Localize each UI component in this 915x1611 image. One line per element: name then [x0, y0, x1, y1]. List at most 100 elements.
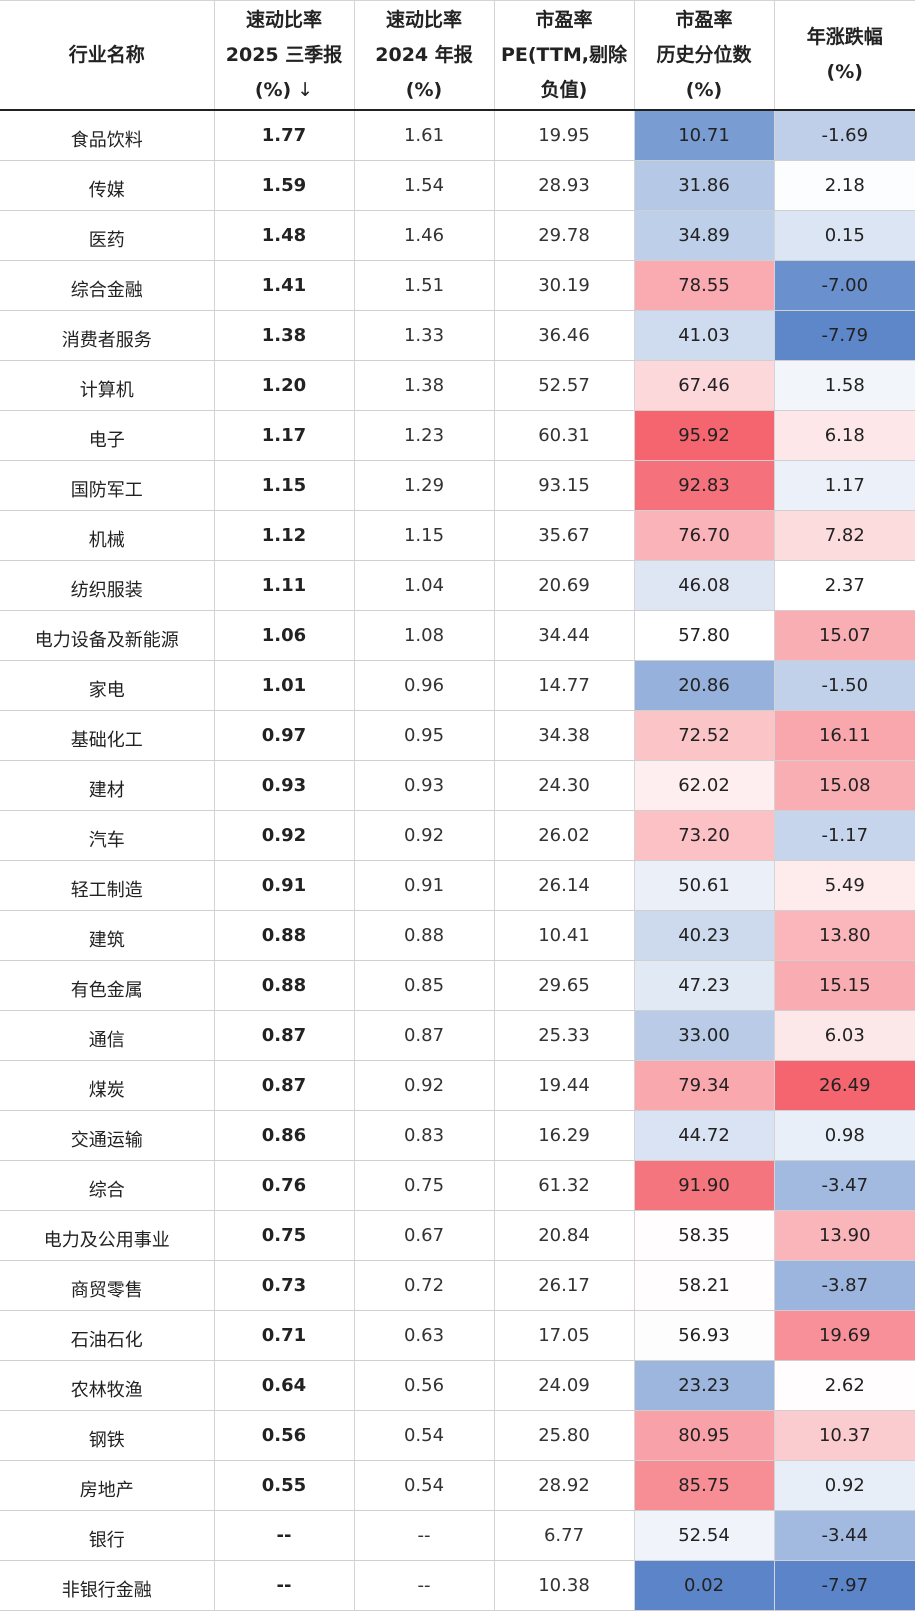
cell-quick-ratio-2024: 0.72	[354, 1260, 495, 1311]
header-quick-ratio-2025q3[interactable]: 速动比率 2025 三季报 (%) ↓	[214, 0, 355, 111]
cell-annual-change: 10.37	[774, 1410, 915, 1461]
cell-industry-name: 食品饮料	[0, 110, 215, 161]
cell-pe-ttm: 14.77	[494, 660, 635, 711]
cell-quick-ratio-2025q3: 1.20	[214, 360, 355, 411]
cell-pe-ttm: 20.84	[494, 1210, 635, 1261]
cell-quick-ratio-2025q3: 1.11	[214, 560, 355, 611]
cell-pe-percentile: 62.02	[634, 760, 775, 811]
cell-pe-ttm: 60.31	[494, 410, 635, 461]
cell-annual-change: -1.69	[774, 110, 915, 161]
cell-pe-percentile: 31.86	[634, 160, 775, 211]
cell-annual-change: 2.62	[774, 1360, 915, 1411]
cell-pe-ttm: 10.41	[494, 910, 635, 961]
cell-quick-ratio-2025q3: 0.88	[214, 960, 355, 1011]
table-row: 电力设备及新能源 1.06 1.08 34.44 57.80 15.07	[0, 610, 915, 661]
cell-pe-ttm: 19.95	[494, 110, 635, 161]
cell-pe-percentile: 67.46	[634, 360, 775, 411]
cell-pe-ttm: 29.78	[494, 210, 635, 261]
cell-quick-ratio-2024: --	[354, 1510, 495, 1561]
cell-quick-ratio-2024: 1.46	[354, 210, 495, 261]
cell-quick-ratio-2025q3: 1.59	[214, 160, 355, 211]
cell-quick-ratio-2025q3: 0.87	[214, 1010, 355, 1061]
cell-industry-name: 传媒	[0, 160, 215, 211]
cell-quick-ratio-2024: 0.96	[354, 660, 495, 711]
cell-industry-name: 纺织服装	[0, 560, 215, 611]
cell-annual-change: 19.69	[774, 1310, 915, 1361]
cell-quick-ratio-2025q3: 0.71	[214, 1310, 355, 1361]
cell-annual-change: 13.90	[774, 1210, 915, 1261]
table-row: 商贸零售 0.73 0.72 26.17 58.21 -3.87	[0, 1260, 915, 1311]
cell-pe-ttm: 26.17	[494, 1260, 635, 1311]
cell-pe-percentile: 33.00	[634, 1010, 775, 1061]
cell-quick-ratio-2024: 1.33	[354, 310, 495, 361]
table-row: 综合 0.76 0.75 61.32 91.90 -3.47	[0, 1160, 915, 1211]
table-row: 电力及公用事业 0.75 0.67 20.84 58.35 13.90	[0, 1210, 915, 1261]
cell-pe-percentile: 92.83	[634, 460, 775, 511]
cell-pe-percentile: 79.34	[634, 1060, 775, 1111]
cell-pe-ttm: 19.44	[494, 1060, 635, 1111]
cell-pe-percentile: 34.89	[634, 210, 775, 261]
cell-pe-percentile: 46.08	[634, 560, 775, 611]
table-row: 综合金融 1.41 1.51 30.19 78.55 -7.00	[0, 260, 915, 311]
header-pe-percentile[interactable]: 市盈率 历史分位数 (%)	[634, 0, 775, 111]
table-row: 家电 1.01 0.96 14.77 20.86 -1.50	[0, 660, 915, 711]
table-row: 传媒 1.59 1.54 28.93 31.86 2.18	[0, 160, 915, 211]
table-row: 建材 0.93 0.93 24.30 62.02 15.08	[0, 760, 915, 811]
cell-pe-ttm: 24.30	[494, 760, 635, 811]
cell-industry-name: 汽车	[0, 810, 215, 861]
cell-industry-name: 银行	[0, 1510, 215, 1561]
header-annual-change[interactable]: 年涨跌幅 (%)	[774, 0, 915, 111]
cell-quick-ratio-2024: 0.91	[354, 860, 495, 911]
table-row: 石油石化 0.71 0.63 17.05 56.93 19.69	[0, 1310, 915, 1361]
cell-annual-change: -7.00	[774, 260, 915, 311]
cell-pe-ttm: 34.38	[494, 710, 635, 761]
cell-pe-ttm: 20.69	[494, 560, 635, 611]
table-row: 建筑 0.88 0.88 10.41 40.23 13.80	[0, 910, 915, 961]
cell-annual-change: 6.03	[774, 1010, 915, 1061]
header-quick-ratio-2024[interactable]: 速动比率 2024 年报 (%)	[354, 0, 495, 111]
cell-pe-percentile: 78.55	[634, 260, 775, 311]
cell-annual-change: -7.79	[774, 310, 915, 361]
cell-quick-ratio-2025q3: --	[214, 1510, 355, 1561]
table-row: 农林牧渔 0.64 0.56 24.09 23.23 2.62	[0, 1360, 915, 1411]
header-industry-name[interactable]: 行业名称	[0, 0, 215, 111]
cell-industry-name: 非银行金融	[0, 1560, 215, 1611]
cell-industry-name: 房地产	[0, 1460, 215, 1511]
table-body: 食品饮料 1.77 1.61 19.95 10.71 -1.69 传媒 1.59 1.54 28.…	[0, 110, 915, 1611]
cell-quick-ratio-2024: 0.95	[354, 710, 495, 761]
cell-quick-ratio-2025q3: 1.41	[214, 260, 355, 311]
table-row: 煤炭 0.87 0.92 19.44 79.34 26.49	[0, 1060, 915, 1111]
cell-pe-ttm: 16.29	[494, 1110, 635, 1161]
cell-quick-ratio-2025q3: 1.06	[214, 610, 355, 661]
cell-pe-percentile: 52.54	[634, 1510, 775, 1561]
cell-annual-change: -3.44	[774, 1510, 915, 1561]
cell-annual-change: 26.49	[774, 1060, 915, 1111]
cell-industry-name: 通信	[0, 1010, 215, 1061]
cell-pe-ttm: 29.65	[494, 960, 635, 1011]
cell-pe-ttm: 24.09	[494, 1360, 635, 1411]
cell-annual-change: -1.50	[774, 660, 915, 711]
cell-quick-ratio-2024: 1.23	[354, 410, 495, 461]
sort-down-arrow-icon[interactable]: ↓	[297, 78, 314, 101]
cell-quick-ratio-2024: 1.54	[354, 160, 495, 211]
cell-pe-percentile: 23.23	[634, 1360, 775, 1411]
cell-industry-name: 石油石化	[0, 1310, 215, 1361]
cell-pe-ttm: 52.57	[494, 360, 635, 411]
cell-quick-ratio-2025q3: 0.87	[214, 1060, 355, 1111]
cell-annual-change: 0.15	[774, 210, 915, 261]
cell-industry-name: 家电	[0, 660, 215, 711]
cell-industry-name: 综合金融	[0, 260, 215, 311]
cell-pe-percentile: 10.71	[634, 110, 775, 161]
cell-annual-change: 1.58	[774, 360, 915, 411]
cell-annual-change: -3.47	[774, 1160, 915, 1211]
cell-pe-percentile: 85.75	[634, 1460, 775, 1511]
cell-pe-ttm: 26.02	[494, 810, 635, 861]
cell-annual-change: 15.07	[774, 610, 915, 661]
cell-quick-ratio-2025q3: 1.17	[214, 410, 355, 461]
cell-pe-percentile: 72.52	[634, 710, 775, 761]
header-pe-ttm[interactable]: 市盈率 PE(TTM,剔除 负值)	[494, 0, 635, 111]
cell-pe-percentile: 91.90	[634, 1160, 775, 1211]
cell-quick-ratio-2024: 1.08	[354, 610, 495, 661]
cell-industry-name: 消费者服务	[0, 310, 215, 361]
cell-annual-change: 6.18	[774, 410, 915, 461]
